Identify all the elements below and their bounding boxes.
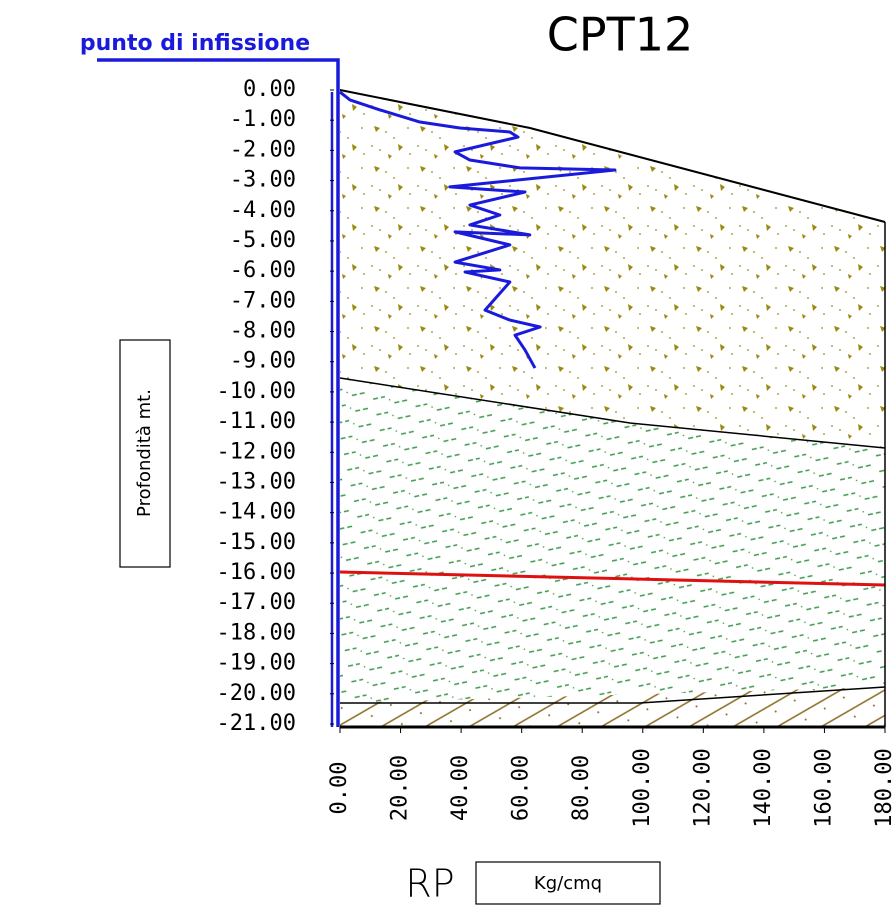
- sand-layer: [340, 90, 885, 448]
- silt-layer: [340, 687, 885, 727]
- y-tick-label: -13.00: [217, 469, 296, 494]
- y-tick-label: -8.00: [230, 319, 296, 344]
- water-table: [339, 570, 886, 587]
- x-tick-label: 60.00: [509, 755, 534, 821]
- y-tick-label: -14.00: [217, 500, 296, 525]
- x-tick-label: 20.00: [388, 755, 413, 821]
- x-tick-label: 100.00: [630, 748, 655, 827]
- x-tick-label: 140.00: [751, 748, 776, 827]
- x-tick-label: 120.00: [690, 748, 715, 827]
- y-tick-label: -11.00: [217, 409, 296, 434]
- layer-boundary: [339, 377, 886, 449]
- chart-title: CPT12: [547, 8, 694, 62]
- y-tick-label: -5.00: [230, 228, 296, 253]
- x-axis-label: RP: [405, 862, 454, 906]
- y-tick-label: -4.00: [230, 198, 296, 223]
- y-tick-label: -7.00: [230, 288, 296, 313]
- insertion-marker: [97, 58, 340, 727]
- y-tick-label: -9.00: [230, 349, 296, 374]
- y-label-box: [119, 339, 171, 568]
- x-tick-label: 0.00: [327, 762, 352, 815]
- y-tick-label: -2.00: [230, 137, 296, 162]
- y-tick-label: 0.00: [243, 77, 296, 102]
- y-tick-label: -6.00: [230, 258, 296, 283]
- x-unit: Kg/cmq: [534, 873, 602, 894]
- x-tick-label: 180.00: [872, 748, 892, 827]
- y-tick-label: -19.00: [217, 651, 296, 676]
- annotation: punto di infissione: [80, 31, 310, 56]
- y-tick-label: -10.00: [217, 379, 296, 404]
- ground-line: [339, 89, 886, 223]
- x-tick-label: 40.00: [448, 755, 473, 821]
- y-tick-label: -15.00: [217, 530, 296, 555]
- y-tick-label: -17.00: [217, 590, 296, 615]
- y-tick-label: -20.00: [217, 681, 296, 706]
- y-tick-label: -21.00: [217, 711, 296, 736]
- y-axis-label: Profondità mt.: [134, 389, 155, 517]
- x-tick-label: 160.00: [811, 748, 836, 827]
- y-tick-label: -12.00: [217, 439, 296, 464]
- y-tick-label: -1.00: [230, 107, 296, 132]
- unit-box: [475, 861, 661, 905]
- layer-boundary: [340, 686, 886, 704]
- y-tick-label: -16.00: [217, 560, 296, 585]
- clay-layer: [340, 378, 885, 703]
- y-tick-label: -18.00: [217, 620, 296, 645]
- x-tick-label: 80.00: [569, 755, 594, 821]
- rp-line: [339, 90, 617, 369]
- y-tick-label: -3.00: [230, 168, 296, 193]
